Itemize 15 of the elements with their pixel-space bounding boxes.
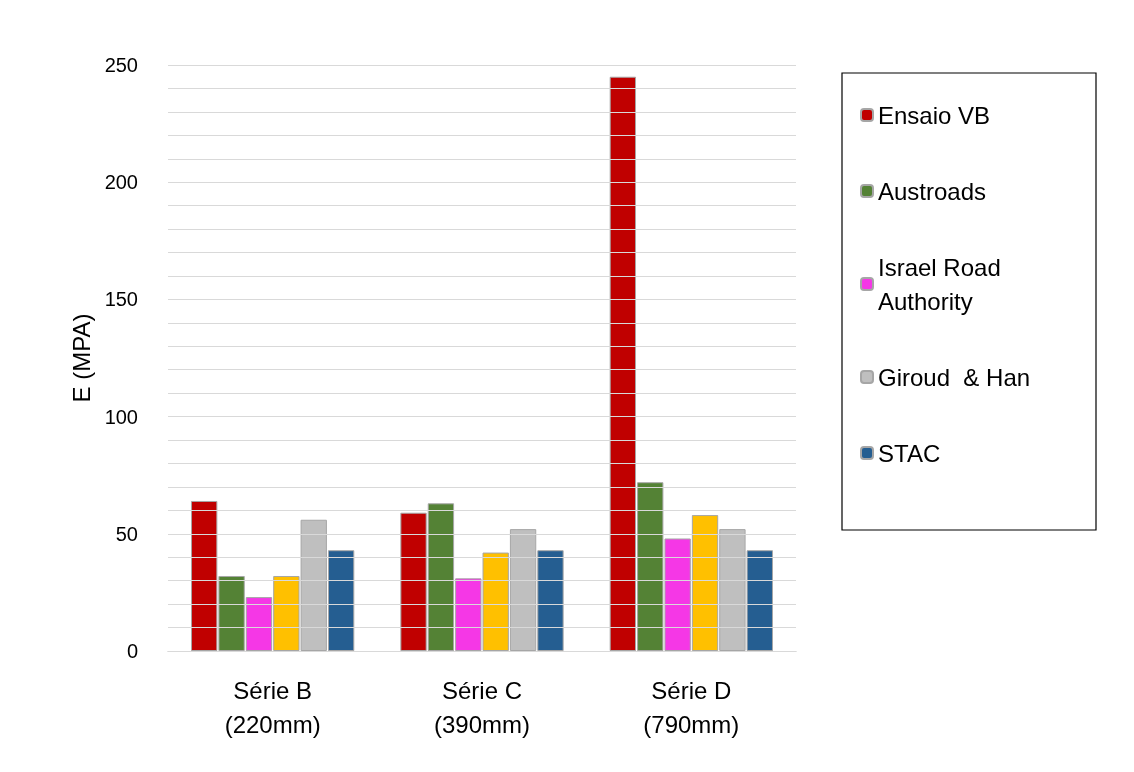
y-tick-label: 0 — [126, 640, 138, 662]
y-tick-label: 150 — [104, 288, 138, 311]
x-tick-label: Série B (220mm) — [224, 676, 321, 738]
x-tick-label: Série C (390mm) — [433, 676, 531, 738]
y-tick-label: 100 — [104, 405, 138, 428]
x-tick-label: Série D (790mm) — [643, 676, 740, 738]
legend-label: Ensaio VB — [878, 101, 991, 129]
y-tick-label: 200 — [104, 171, 138, 194]
y-tick-label: 50 — [115, 522, 138, 545]
y-axis-title: E (MPA) — [68, 313, 96, 403]
legend-label: Austroads — [878, 177, 987, 205]
y-tick-label: 250 — [104, 54, 138, 76]
legend-label: STAC — [878, 439, 941, 467]
legend-label: Israel Road Authority — [878, 253, 1008, 315]
legend-label: Giroud & Han — [878, 363, 1031, 391]
